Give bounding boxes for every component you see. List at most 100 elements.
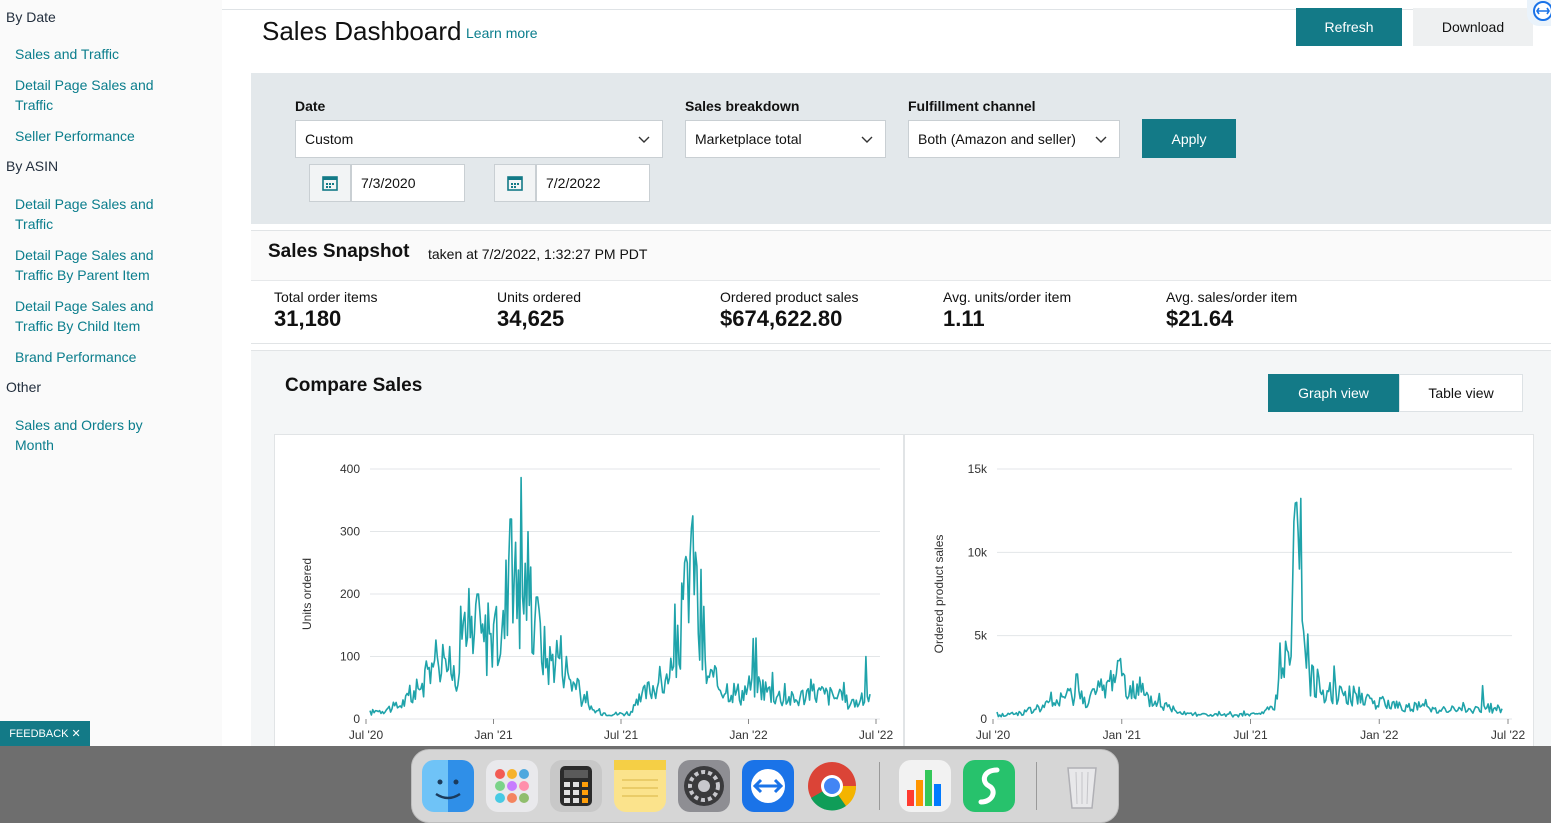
y-tick-label: 0 [980, 712, 987, 726]
sidebar-section-by-asin: By ASIN [6, 158, 59, 174]
x-tick-label: Jan '21 [1103, 728, 1142, 742]
sales-breakdown-label: Sales breakdown [685, 98, 800, 114]
sidebar-link-asin-parent-item[interactable]: Detail Page Sales and Traffic By Parent … [15, 247, 154, 283]
chrome-icon[interactable] [806, 760, 858, 812]
apply-button[interactable]: Apply [1142, 119, 1236, 158]
y-tick-label: 100 [340, 650, 360, 664]
sidebar: By Date Sales and Traffic Detail Page Sa… [0, 0, 222, 746]
y-axis-label: Units ordered [300, 558, 314, 630]
snapshot-title: Sales Snapshot [268, 241, 410, 262]
product-sales-chart: 0 5k 10k 15k Jul '20 Jan '21 Jul '21 Jan '22 Jul… [932, 462, 1526, 742]
sidebar-link-sales-orders-month[interactable]: Sales and Orders by Month [15, 417, 143, 453]
learn-more-link[interactable]: Learn more [466, 25, 538, 41]
y-tick-label: 400 [340, 462, 360, 476]
metric-total-order-items: Total order items 31,180 [274, 289, 377, 332]
launchpad-icon[interactable] [486, 760, 538, 812]
x-tick-label: Jul '20 [976, 728, 1011, 742]
filter-panel: Date Custom 7/3/2020 7/2/2022 Sales brea… [251, 73, 1551, 224]
metric-label: Avg. units/order item [943, 289, 1072, 305]
x-tick-label: Jan '22 [729, 728, 768, 742]
fulfillment-channel-label: Fulfillment channel [908, 98, 1036, 114]
units-ordered-chart: 0 100 200 300 400 Jul '20 Jan '21 Jul '21 Jan '2… [300, 462, 894, 742]
sidebar-link-detail-page-sales-traffic[interactable]: Detail Page Sales and Traffic [15, 77, 154, 113]
metric-value: 31,180 [274, 306, 342, 331]
end-date-input[interactable]: 7/2/2022 [536, 164, 650, 202]
y-tick-label: 5k [974, 629, 988, 643]
refresh-button[interactable]: Refresh [1296, 8, 1402, 46]
metric-value: 1.11 [943, 306, 985, 331]
metric-avg-sales-order-item: Avg. sales/order item $21.64 [1166, 289, 1297, 332]
dock-separator [879, 762, 880, 810]
y-tick-label: 200 [340, 587, 360, 601]
units-ordered-chart-card: 0 100 200 300 400 Jul '20 Jan '21 Jul '21 Jan '2… [274, 434, 904, 747]
system-preferences-icon[interactable] [678, 760, 730, 812]
chevron-down-icon [1095, 136, 1107, 143]
metric-value: $21.64 [1166, 306, 1234, 331]
y-tick-label: 10k [968, 545, 988, 559]
metric-ordered-product-sales: Ordered product sales $674,622.80 [720, 289, 859, 332]
sidebar-link-sales-traffic[interactable]: Sales and Traffic [15, 46, 120, 62]
compare-sales-title: Compare Sales [285, 375, 423, 396]
notes-icon[interactable] [614, 760, 666, 812]
y-axis-label: Ordered product sales [932, 535, 946, 654]
snapshot-header: Sales Snapshot taken at 7/2/2022, 1:32:2… [251, 231, 1551, 281]
trash-icon[interactable] [1056, 760, 1108, 812]
metric-avg-units-order-item: Avg. units/order item 1.11 [943, 289, 1071, 332]
macos-dock [411, 749, 1119, 823]
calendar-icon [322, 176, 338, 191]
feedback-button[interactable]: FEEDBACK ✕ [0, 721, 90, 746]
sales-snapshot: Sales Snapshot taken at 7/2/2022, 1:32:2… [251, 230, 1551, 344]
metric-value: 34,625 [497, 306, 565, 331]
x-tick-label: Jan '22 [1360, 728, 1399, 742]
fulfillment-channel-select[interactable]: Both (Amazon and seller) [908, 120, 1120, 158]
x-tick-label: Jul '22 [1491, 728, 1526, 742]
chevron-down-icon [638, 136, 650, 143]
metric-units-ordered: Units ordered 34,625 [497, 289, 581, 332]
metric-value: $674,622.80 [720, 306, 843, 331]
finder-icon[interactable] [422, 760, 474, 812]
fulfillment-channel-value: Both (Amazon and seller) [918, 131, 1076, 147]
end-date-calendar-button[interactable] [494, 164, 536, 202]
date-label: Date [295, 98, 326, 114]
sales-breakdown-value: Marketplace total [695, 131, 802, 147]
start-date-input[interactable]: 7/3/2020 [351, 164, 465, 202]
calculator-icon[interactable] [550, 760, 602, 812]
sidebar-section-by-date: By Date [6, 9, 56, 25]
snapshot-timestamp: taken at 7/2/2022, 1:32:27 PM PDT [428, 246, 648, 262]
green-app-icon[interactable] [963, 760, 1015, 812]
y-tick-label: 0 [353, 712, 360, 726]
compare-sales-section: Compare Sales Graph view Table view 0 100… [251, 350, 1551, 747]
sidebar-link-asin-child-item[interactable]: Detail Page Sales and Traffic By Child I… [15, 298, 154, 334]
chevron-down-icon [861, 136, 873, 143]
x-tick-label: Jul '21 [1233, 728, 1268, 742]
metric-label: Units ordered [497, 289, 582, 305]
product-sales-chart-card: 0 5k 10k 15k Jul '20 Jan '21 Jul '21 Jan '22 Jul… [904, 434, 1534, 747]
download-button[interactable]: Download [1413, 8, 1533, 46]
date-select[interactable]: Custom [295, 120, 663, 158]
sidebar-link-asin-detail-page[interactable]: Detail Page Sales and Traffic [15, 196, 154, 232]
dock-separator [1036, 762, 1037, 810]
charts-app-icon[interactable] [899, 760, 951, 812]
teamviewer-icon[interactable] [742, 760, 794, 812]
x-tick-label: Jul '21 [604, 728, 639, 742]
x-tick-label: Jul '20 [349, 728, 384, 742]
date-select-value: Custom [305, 131, 354, 147]
y-tick-label: 15k [968, 462, 988, 476]
series-line [996, 497, 1503, 718]
sidebar-link-brand-performance[interactable]: Brand Performance [15, 349, 137, 365]
x-tick-label: Jan '21 [474, 728, 513, 742]
metric-label: Avg. sales/order item [1166, 289, 1298, 305]
x-tick-label: Jul '22 [859, 728, 894, 742]
top-divider [222, 9, 1551, 10]
graph-view-tab[interactable]: Graph view [1268, 374, 1399, 412]
metric-label: Ordered product sales [720, 289, 859, 305]
y-tick-label: 300 [340, 525, 360, 539]
teamviewer-widget[interactable] [1527, 0, 1551, 26]
calendar-icon [507, 176, 523, 191]
sales-breakdown-select[interactable]: Marketplace total [685, 120, 886, 158]
metric-label: Total order items [274, 289, 378, 305]
sidebar-link-seller-performance[interactable]: Seller Performance [15, 128, 135, 144]
table-view-tab[interactable]: Table view [1399, 374, 1523, 412]
series-line [369, 476, 871, 717]
start-date-calendar-button[interactable] [309, 164, 351, 202]
